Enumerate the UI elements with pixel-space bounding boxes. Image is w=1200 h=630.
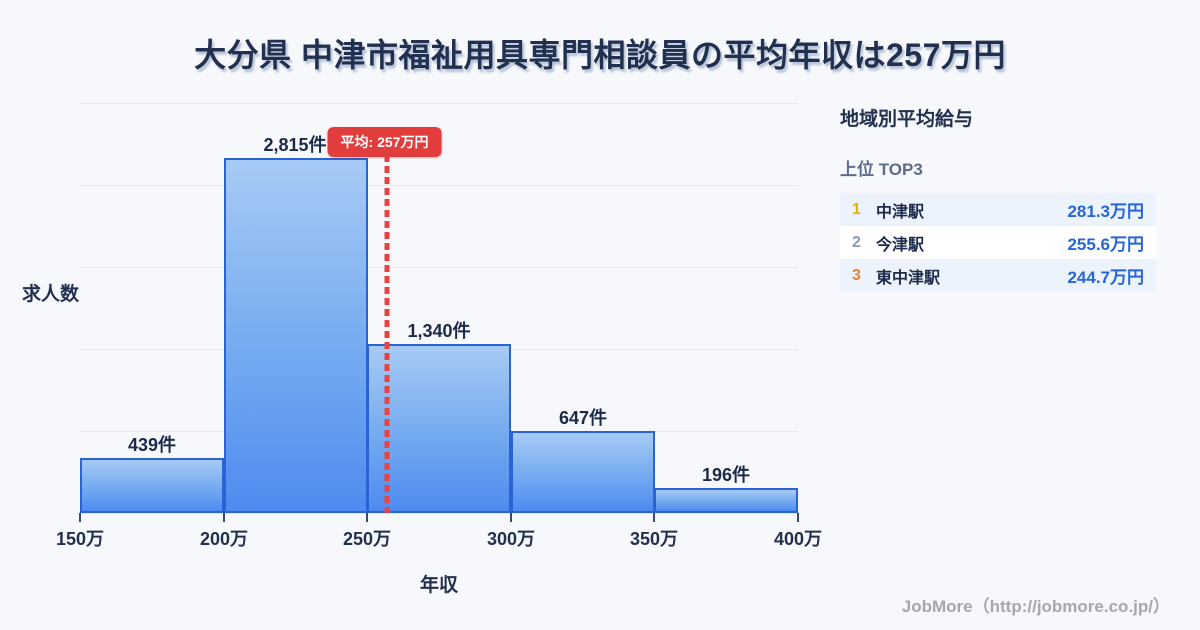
- average-line: 平均: 257万円: [327, 127, 442, 513]
- station-salary-value: 255.6万円: [1067, 235, 1144, 254]
- rank-number: 2: [852, 233, 861, 251]
- top3-ranking-list: 1 中津駅 281.3万円 2 今津駅 255.6万円 3 東中津駅 244.7万円: [840, 193, 1156, 292]
- bar-value-label: 1,340件: [407, 321, 471, 341]
- gridline: [80, 513, 798, 514]
- station-salary-value: 244.7万円: [1067, 268, 1144, 287]
- histogram-bar: [224, 158, 368, 513]
- x-axis-tick-label: 400万: [773, 529, 823, 549]
- histogram-bar: [654, 488, 798, 513]
- x-axis-tick-label: 250万: [342, 529, 392, 549]
- bar-value-label: 647件: [558, 408, 608, 428]
- region-salary-panel: 地域別平均給与 上位 TOP3 1 中津駅 281.3万円 2 今津駅 255.6万円 3 東…: [840, 104, 1156, 292]
- x-axis-label: 年収: [419, 575, 458, 596]
- source-credit: JobMore（http://jobmore.co.jp/）: [901, 597, 1170, 616]
- histogram-bar: [80, 458, 224, 513]
- histogram-bar: [367, 344, 511, 513]
- histogram-plot-area: 439件 2,815件 1,340件 647件 196件 150万 200万 250万 300…: [56, 103, 822, 549]
- x-axis-tick-label: 300万: [486, 529, 536, 549]
- bar-value-label: 196件: [701, 465, 751, 485]
- ranking-row: 1 中津駅 281.3万円: [840, 193, 1156, 226]
- histogram-bar: [511, 431, 655, 513]
- x-axis-tick: [653, 513, 655, 522]
- gridline: [80, 185, 798, 186]
- panel-title: 地域別平均給与: [840, 109, 974, 130]
- x-axis-tick-label: 350万: [629, 529, 679, 549]
- page-title: 大分県 中津市福祉用具専門相談員の平均年収は257万円: [194, 37, 1006, 73]
- bar-value-label: 439件: [127, 435, 177, 455]
- gridline: [80, 103, 798, 104]
- station-name: 今津駅: [876, 236, 925, 254]
- rank-number: 3: [852, 266, 861, 284]
- rank-number: 1: [852, 200, 861, 218]
- x-axis-tick-label: 150万: [55, 529, 105, 549]
- x-axis-tick-label: 200万: [199, 529, 249, 549]
- x-axis-tick: [797, 513, 799, 522]
- station-salary-value: 281.3万円: [1067, 202, 1144, 221]
- x-axis-tick: [510, 513, 512, 522]
- station-name: 中津駅: [876, 203, 925, 221]
- y-axis-label: 求人数: [22, 284, 80, 305]
- x-axis-tick: [366, 513, 368, 522]
- x-axis-tick: [223, 513, 225, 522]
- station-name: 東中津駅: [876, 269, 941, 287]
- panel-subtitle: 上位 TOP3: [840, 160, 923, 179]
- gridline: [80, 267, 798, 268]
- x-axis-tick: [79, 513, 81, 522]
- average-badge: 平均: 257万円: [327, 127, 442, 157]
- ranking-row: 2 今津駅 255.6万円: [840, 226, 1156, 259]
- ranking-row: 3 東中津駅 244.7万円: [840, 259, 1156, 292]
- bar-value-label: 2,815件: [263, 135, 327, 155]
